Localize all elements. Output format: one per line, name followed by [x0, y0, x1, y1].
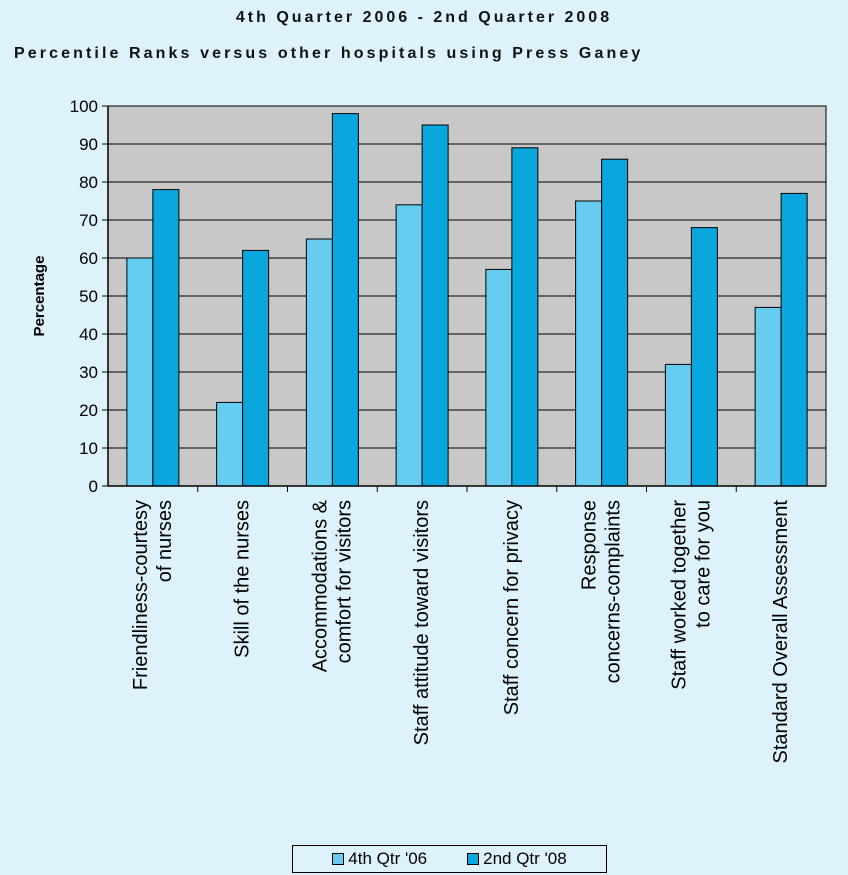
y-tick-label: 10: [79, 439, 98, 458]
x-tick-label: Response: [579, 500, 601, 590]
x-tick-label: Staff attitude toward visitors: [411, 500, 433, 745]
legend-swatch-series-1: [332, 853, 345, 865]
y-tick-label: 100: [70, 97, 98, 116]
y-tick-label: 20: [79, 401, 98, 420]
bar-series-2: [331, 113, 359, 487]
bar-series-1: [305, 238, 333, 487]
y-tick-label: 30: [79, 363, 98, 382]
bar-series-1: [754, 306, 782, 487]
bar-chart: 0 10 20 30 40 50 60 70 80 90 100 Percentage Friendli…: [31, 97, 827, 764]
legend-item-series-2: 2nd Qtr '08: [467, 849, 567, 869]
x-tick-label: concerns-complaints: [603, 500, 625, 683]
bar-series-1: [664, 363, 692, 487]
x-tick-label: Staff concern for privacy: [501, 500, 523, 715]
x-tick-label: Friendliness-courtesy: [130, 500, 152, 690]
x-tick-label: Staff worked together: [668, 500, 690, 690]
x-tick-label: Accommodations &: [309, 499, 331, 672]
bar-series-2: [780, 192, 808, 487]
bar-series-2: [242, 249, 270, 487]
x-tick-label: comfort for visitors: [333, 500, 355, 663]
bar-series-2: [421, 124, 449, 487]
legend-item-series-1: 4th Qtr '06: [332, 849, 427, 869]
bar-series-1: [395, 204, 423, 487]
y-tick-label: 50: [79, 287, 98, 306]
legend-label-series-1: 4th Qtr '06: [348, 849, 428, 868]
legend-label-series-2: 2nd Qtr '08: [483, 849, 567, 868]
bar-series-2: [152, 189, 180, 487]
y-tick-label: 40: [79, 325, 98, 344]
bar-series-2: [511, 147, 539, 487]
chart-legend: 4th Qtr '06 2nd Qtr '08: [292, 845, 607, 873]
legend-swatch-series-2: [467, 853, 480, 865]
bar-series-2: [601, 158, 629, 487]
x-tick-label: to care for you: [692, 500, 714, 628]
chart-title: 4th Quarter 2006 - 2nd Quarter 2008: [235, 9, 613, 26]
y-tick-label: 70: [79, 211, 98, 230]
x-tick-label: Skill of the nurses: [232, 500, 254, 658]
bar-series-1: [485, 268, 513, 487]
bar-series-1: [216, 401, 244, 487]
bar-series-1: [575, 200, 603, 487]
bar-series-2: [690, 227, 718, 487]
y-tick-label: 60: [79, 249, 98, 268]
x-tick-label: of nurses: [154, 500, 176, 582]
y-tick-label: 0: [89, 477, 98, 496]
y-axis-label: Percentage: [31, 256, 48, 337]
x-tick-label: Standard Overall Assessment: [770, 500, 792, 764]
y-tick-label: 90: [79, 135, 98, 154]
y-tick-label: 80: [79, 173, 98, 192]
bar-series-1: [126, 257, 154, 487]
chart-subtitle: Percentile Ranks versus other hospitals …: [14, 45, 644, 62]
